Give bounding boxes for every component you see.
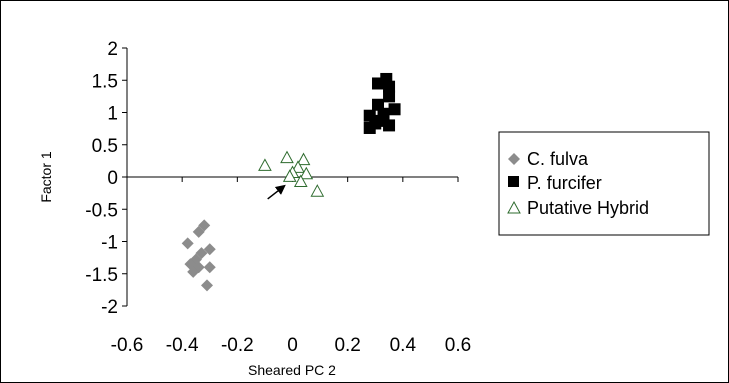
y-tick-label: -1.5 [85, 265, 118, 286]
data-point [258, 158, 272, 171]
x-tick-label: -0.6 [111, 335, 144, 356]
data-point [181, 237, 194, 250]
data-point [203, 243, 216, 256]
data-points [181, 72, 401, 292]
data-point [200, 279, 213, 292]
y-tick-label: -1 [101, 233, 118, 254]
data-point [293, 174, 308, 188]
y-axis-title: Factor 1 [38, 151, 54, 203]
y-tick-label: -0.5 [85, 200, 118, 221]
x-tick-label: 0.2 [334, 335, 360, 356]
annotations [267, 184, 286, 200]
legend: C. fulva P. furcifer Putative Hybrid [498, 131, 710, 236]
y-tick-label: 2 [107, 39, 118, 60]
y-tick-label: -2 [101, 297, 118, 318]
data-point [388, 103, 401, 116]
y-tick-label: 0.5 [92, 136, 118, 157]
data-point [372, 98, 385, 111]
data-point [280, 150, 294, 164]
data-point [187, 265, 200, 278]
x-tick-label: 0 [287, 335, 298, 356]
x-axis-title: Sheared PC 2 [248, 362, 336, 378]
x-tick-label: 0.4 [390, 335, 417, 356]
data-point [291, 160, 305, 173]
y-tick-label: 0 [107, 168, 118, 189]
data-point [203, 261, 216, 274]
y-tick-label: 1 [107, 104, 118, 125]
legend-marker-p-furcifer [508, 176, 519, 187]
data-point [192, 225, 205, 238]
data-point [296, 152, 311, 166]
x-tick-label: -0.2 [221, 335, 254, 356]
y-tick-label: 1.5 [92, 71, 118, 92]
data-point [299, 166, 314, 180]
data-point [282, 169, 297, 182]
annotation-arrow [267, 184, 286, 200]
data-point [372, 77, 385, 90]
legend-label-c-fulva: C. fulva [527, 149, 589, 169]
data-point [383, 80, 396, 93]
x-tick-label: 0.6 [445, 335, 471, 356]
legend-box [498, 131, 710, 236]
data-point [310, 184, 325, 197]
legend-label-putative-hybrid: Putative Hybrid [527, 198, 649, 218]
data-point [383, 90, 396, 103]
legend-marker-putative-hybrid [507, 200, 521, 214]
tick-labels: 2 1.5 1 0.5 0 -0.5 -1 -1.5 -2 -0.6 -0.4 -0.2 0 0.2 0.4… [85, 39, 471, 356]
legend-label-p-furcifer: P. furcifer [527, 173, 602, 193]
data-point [383, 119, 396, 132]
legend-marker-c-fulva [508, 153, 520, 165]
data-point [363, 121, 376, 134]
x-tick-label: -0.4 [166, 335, 199, 356]
